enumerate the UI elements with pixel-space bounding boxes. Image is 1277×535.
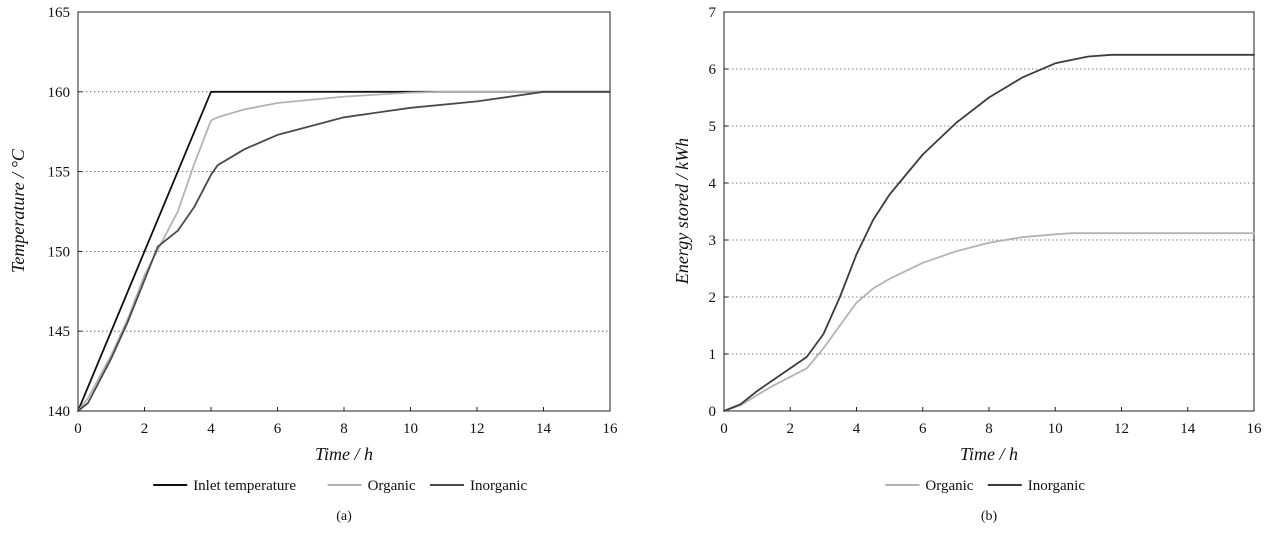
- y-tick-label: 165: [48, 5, 71, 21]
- legend-label: Inorganic: [470, 478, 528, 494]
- x-tick-label: 6: [919, 421, 927, 437]
- panel-label-b: (b): [981, 509, 998, 524]
- x-tick-label: 8: [985, 421, 993, 437]
- y-tick-label: 1: [709, 347, 717, 363]
- x-tick-label: 10: [403, 421, 418, 437]
- series-lines-b: [723, 53, 1255, 412]
- x-tick-label: 4: [853, 421, 861, 437]
- series-line-organic: [77, 90, 611, 412]
- y-tick-label: 4: [709, 176, 717, 192]
- x-tick-label: 10: [1048, 421, 1063, 437]
- legend-b: Organic Inorganic: [885, 478, 1085, 494]
- x-axis-title-b: Time / h: [960, 444, 1018, 464]
- panel-label-a: (a): [336, 509, 352, 524]
- y-tick-label: 3: [709, 233, 717, 249]
- y-axis-title-b: Energy stored / kWh: [672, 138, 692, 285]
- y-ticks-b: 0 1 2 3 4 5 6 7: [709, 5, 728, 420]
- x-tick-label: 12: [1114, 421, 1129, 437]
- y-tick-label: 150: [48, 244, 71, 260]
- x-ticks-a: 0 2 4 6 8 10 12 14 16: [74, 407, 618, 437]
- legend-label: Inlet temperature: [193, 478, 296, 494]
- x-tick-label: 4: [207, 421, 215, 437]
- x-tick-label: 8: [340, 421, 348, 437]
- y-tick-label: 0: [709, 404, 717, 420]
- plot-area-b: [723, 11, 1255, 412]
- legend-label: Inorganic: [1028, 478, 1086, 494]
- legend-label: Organic: [368, 478, 416, 494]
- y-tick-label: 6: [709, 62, 717, 78]
- x-tick-label: 14: [536, 421, 552, 437]
- x-tick-label: 16: [603, 421, 619, 437]
- x-tick-label: 0: [720, 421, 728, 437]
- x-ticks-b: 0 2 4 6 8 10 12 14 16: [720, 407, 1262, 437]
- x-tick-label: 2: [141, 421, 149, 437]
- y-tick-label: 5: [709, 119, 717, 135]
- x-tick-label: 2: [787, 421, 795, 437]
- series-lines-a: [77, 90, 611, 412]
- plot-area-a: [77, 11, 611, 412]
- y-tick-label: 160: [48, 85, 71, 101]
- legend-a: Inlet temperature Organic Inorganic: [153, 478, 528, 494]
- x-axis-title-a: Time / h: [315, 444, 373, 464]
- series-line-organic: [723, 232, 1255, 412]
- series-line-inorganic: [77, 90, 611, 412]
- y-tick-label: 140: [48, 404, 71, 420]
- gridlines-a: [78, 91, 610, 332]
- y-ticks-a: 140 145 150 155 160 165: [48, 5, 82, 420]
- gridlines-b: [724, 68, 1254, 355]
- x-tick-label: 12: [470, 421, 485, 437]
- y-tick-label: 2: [709, 290, 717, 306]
- x-tick-label: 0: [74, 421, 82, 437]
- series-line-inorganic: [723, 53, 1255, 412]
- chart-panel-a: 140 145 150 155 160 165 0 2 4 6 8 10 12 14 16 Time / …: [8, 5, 618, 524]
- x-tick-label: 6: [274, 421, 282, 437]
- y-tick-label: 7: [709, 5, 717, 21]
- x-tick-label: 16: [1247, 421, 1263, 437]
- x-tick-label: 14: [1180, 421, 1196, 437]
- y-axis-title-a: Temperature / °C: [8, 148, 28, 273]
- legend-label: Organic: [925, 478, 973, 494]
- y-tick-label: 145: [48, 324, 71, 340]
- y-tick-label: 155: [48, 165, 71, 181]
